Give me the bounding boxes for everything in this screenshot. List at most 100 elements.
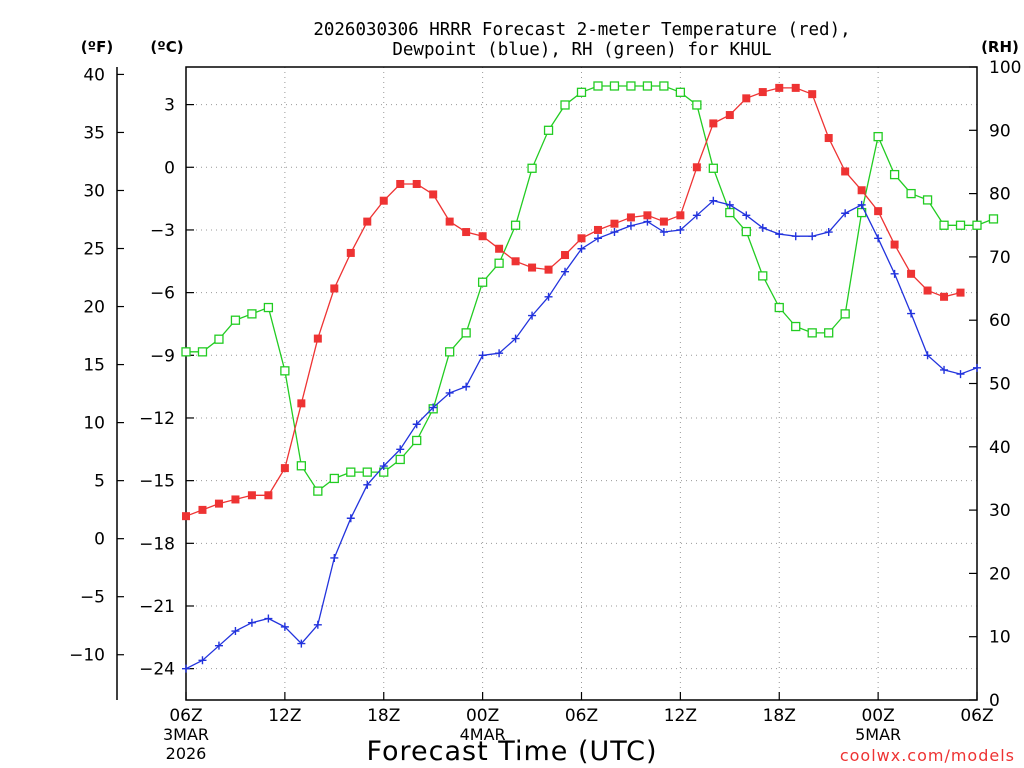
chart-title-line2: Dewpoint (blue), RH (green) for KHUL <box>392 40 771 60</box>
plot-frame <box>185 66 978 701</box>
rh-point <box>774 302 784 313</box>
temperature-point <box>198 505 207 514</box>
dewpoint-point <box>511 334 520 343</box>
rh-point <box>840 309 850 319</box>
dewpoint-point <box>313 620 322 629</box>
fahrenheit-axis-label: (ºF) <box>81 38 113 56</box>
time-tick-label: 06Z <box>960 706 993 726</box>
time-tick-label: 12Z <box>268 706 301 726</box>
dewpoint-point <box>297 639 306 648</box>
rh-point <box>939 220 949 230</box>
rh-point <box>741 226 751 237</box>
temperature-point <box>775 83 784 92</box>
dewpoint-point <box>973 363 981 372</box>
temperature-point <box>297 399 306 408</box>
temperature-point <box>725 111 734 120</box>
temperature-point <box>923 286 932 295</box>
temperature-point <box>528 263 537 272</box>
fahrenheit-tick-label: −5 <box>80 588 105 608</box>
rh-tick-label: 30 <box>989 501 1011 521</box>
dewpoint-point <box>725 200 734 209</box>
dewpoint-point <box>857 200 866 209</box>
rh-tick-label: 0 <box>989 691 1000 711</box>
series-line <box>186 85 994 493</box>
fahrenheit-tick-label: 30 <box>83 181 105 201</box>
fahrenheit-tick-label: 25 <box>83 240 105 260</box>
dewpoint-point <box>264 614 273 623</box>
rh-point <box>972 220 982 230</box>
rh-point <box>576 87 587 97</box>
rh-point <box>494 258 504 268</box>
dewpoint-point <box>214 641 223 650</box>
celsius-tick-label: −18 <box>139 534 175 554</box>
dewpoint-point <box>808 232 817 241</box>
rh-axis: 0 10 20 30 40 50 60 70 80 90 100 <box>969 58 1021 711</box>
temperature-point <box>808 90 817 99</box>
temperature-point <box>940 292 949 301</box>
dewpoint-point <box>610 228 619 237</box>
rh-point <box>791 321 801 332</box>
rh-point <box>181 347 191 357</box>
dewpoint-point <box>890 269 899 278</box>
rh-point <box>906 188 916 199</box>
temperature-point <box>561 251 570 260</box>
rh-point <box>955 220 966 230</box>
temperature-point <box>791 83 800 92</box>
temperature-point <box>396 179 405 188</box>
rh-point <box>445 347 455 357</box>
rh-point <box>214 334 224 344</box>
celsius-tick-label: −3 <box>150 221 175 241</box>
temperature-point <box>841 167 850 176</box>
temperature-point <box>214 499 223 508</box>
celsius-tick-label: 0 <box>164 158 175 178</box>
fahrenheit-tick-label: 0 <box>94 530 105 550</box>
time-tick-date: 4MAR <box>460 725 506 744</box>
rh-point <box>346 467 356 477</box>
temperature-point <box>577 234 586 243</box>
series-line <box>185 87 961 517</box>
rh-tick-label: 70 <box>989 248 1011 268</box>
fahrenheit-tick-label: 40 <box>83 65 105 85</box>
rh-point <box>758 271 768 281</box>
temperature-point <box>890 240 899 249</box>
dewpoint-point <box>775 230 784 239</box>
dewpoint-point <box>445 388 454 397</box>
dewpoint-point <box>462 382 471 391</box>
celsius-tick-label: −12 <box>139 409 175 429</box>
temperature-point <box>363 217 372 226</box>
dewpoint-point <box>363 480 372 489</box>
dewpoint-point <box>940 365 949 374</box>
temperature-point <box>544 265 553 274</box>
grid-lines <box>185 67 978 700</box>
dewpoint-point <box>182 664 190 673</box>
series-2-meter-temperature <box>182 83 965 521</box>
rh-point <box>873 131 883 142</box>
time-tick-date: 5MAR <box>855 725 901 744</box>
dewpoint-point <box>676 225 685 234</box>
dewpoint-point <box>577 244 586 253</box>
dewpoint-point <box>956 370 965 379</box>
dewpoint-point <box>824 228 833 237</box>
rh-point <box>593 81 603 91</box>
celsius-tick-label: −6 <box>150 284 175 304</box>
dewpoint-point <box>379 462 388 471</box>
temperature-point <box>379 196 388 205</box>
temperature-point <box>956 288 965 297</box>
dewpoint-point <box>198 656 207 665</box>
temperature-point <box>346 248 355 257</box>
dewpoint-point <box>528 311 537 320</box>
dewpoint-point <box>692 211 701 220</box>
series-layer <box>181 81 999 673</box>
temperature-point <box>247 491 256 500</box>
temperature-point <box>742 94 751 103</box>
dewpoint-point <box>280 622 289 631</box>
celsius-axis-label: (ºC) <box>150 38 183 56</box>
time-tick-label: 00Z <box>466 706 499 726</box>
rh-tick-label: 60 <box>989 311 1011 331</box>
time-tick-label: 00Z <box>861 706 894 726</box>
dewpoint-point <box>758 223 767 232</box>
temperature-point <box>907 269 916 278</box>
temperature-point <box>231 495 240 504</box>
